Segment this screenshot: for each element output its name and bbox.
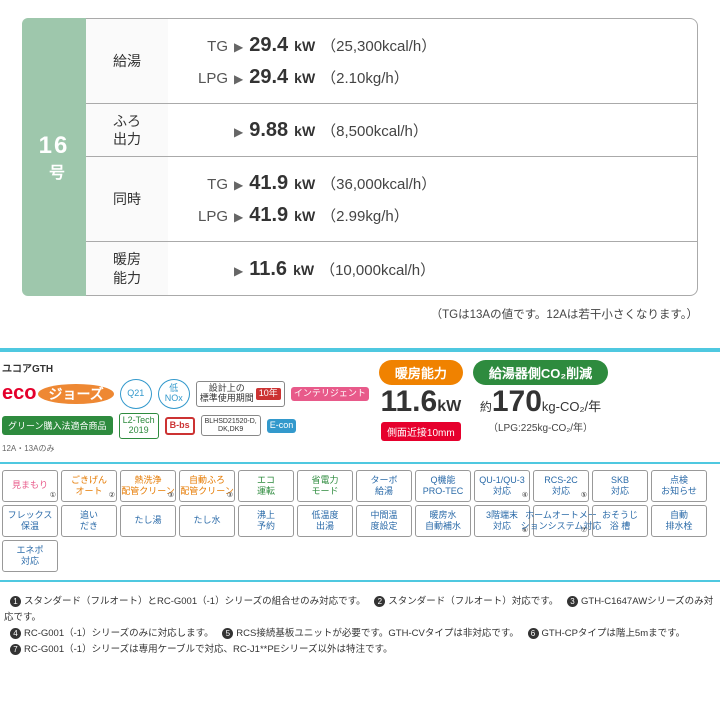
- footnote: （TGは13Aの値です。12Aは若干小さくなります。）: [22, 306, 698, 322]
- feature-badge: 省電力 モード: [297, 470, 353, 502]
- feature-badge: ごきげん オート②: [61, 470, 117, 502]
- spec-line: LPG▶41.9kW（2.99kg/h）: [182, 199, 683, 231]
- model-number: 16: [39, 132, 70, 160]
- feature-badge: 自動 排水栓: [651, 505, 707, 537]
- footnotes: 1スタンダード（フルオート）とRC-G001（-1）シリーズの組合せのみ対応です…: [0, 588, 720, 661]
- feature-grid: 見まもり①ごきげん オート②熱洗浄 配管クリーン③自動ふろ 配管クリーン③エコ …: [0, 470, 720, 572]
- year-badge: 設計上の 標準使用期間10年: [196, 381, 285, 407]
- spec-line: TG▶29.4kW（25,300kcal/h）: [182, 29, 683, 61]
- side-badge: 側面近接10mm: [381, 422, 461, 441]
- feature-badge: SKB 対応: [592, 470, 648, 502]
- feature-badge: Q機能 PRO-TEC: [415, 470, 471, 502]
- feature-badge: 見まもり①: [2, 470, 58, 502]
- intelligent-badge: インテリジェント: [291, 387, 369, 401]
- row-label: ふろ 出力: [86, 104, 168, 156]
- spec-line: ▶9.88kW（8,500kcal/h）: [182, 114, 683, 146]
- model-badge: 16 号: [22, 18, 86, 296]
- feature-badge: 追い だき: [61, 505, 117, 537]
- heating-stat: 暖房能力 11.6kW 側面近接10mm: [379, 360, 463, 441]
- feature-badge: たし水: [179, 505, 235, 537]
- feature-badge: たし湯: [120, 505, 176, 537]
- bbs-badge: B-bs: [165, 417, 195, 435]
- spec-line: TG▶41.9kW（36,000kcal/h）: [182, 167, 683, 199]
- feature-badge: 自動ふろ 配管クリーン③: [179, 470, 235, 502]
- co2-stat: 給湯器側CO₂削減 約170kg-CO₂/年 （LPG:225kg-CO₂/年）: [473, 360, 608, 434]
- feature-badge: 低温度 出湯: [297, 505, 353, 537]
- feature-badge: エコ 運転: [238, 470, 294, 502]
- logo-cluster: ユコアGTH ecoジョーズ Q21 低NOx 設計上の 標準使用期間10年 イ…: [2, 360, 369, 454]
- spec-line: LPG▶29.4kW（2.10kg/h）: [182, 61, 683, 93]
- feature-badge: フレックス 保温: [2, 505, 58, 537]
- divider: [0, 462, 720, 464]
- feature-badge: 暖房水 自動補水: [415, 505, 471, 537]
- feature-badge: RCS-2C 対応⑤: [533, 470, 589, 502]
- heating-value: 11.6: [380, 385, 437, 418]
- feature-badge: QU-1/QU-3 対応④: [474, 470, 530, 502]
- gas-note: 12A・13Aのみ: [2, 443, 369, 454]
- co2-pill: 給湯器側CO₂削減: [473, 360, 608, 385]
- brand: ユコアGTH: [2, 360, 369, 375]
- heating-pill: 暖房能力: [379, 360, 463, 385]
- q21-icon: Q21: [120, 379, 152, 409]
- feature-badge: 沸上 予約: [238, 505, 294, 537]
- row-label: 同時: [86, 157, 168, 241]
- co2-value: 170: [492, 385, 542, 418]
- bl-badge: BLHSD21520-D, DK,DK9: [201, 415, 261, 436]
- model-unit: 号: [42, 164, 66, 182]
- econ-badge: E-con: [267, 419, 297, 433]
- feature-badge: 点検 お知らせ: [651, 470, 707, 502]
- nox-icon: 低NOx: [158, 379, 190, 409]
- eco-logo: ecoジョーズ: [2, 382, 114, 405]
- row-label: 暖房 能力: [86, 242, 168, 294]
- co2-sub: （LPG:225kg-CO₂/年）: [473, 419, 608, 434]
- green-badge: グリーン購入法適合商品: [2, 416, 113, 435]
- spec-line: ▶11.6kW（10,000kcal/h）: [182, 253, 683, 285]
- spec-table: 給湯 TG▶29.4kW（25,300kcal/h）LPG▶29.4kW（2.10…: [86, 18, 698, 296]
- divider: [0, 348, 720, 352]
- row-label: 給湯: [86, 19, 168, 103]
- divider: [0, 580, 720, 582]
- feature-badge: 熱洗浄 配管クリーン③: [120, 470, 176, 502]
- l2tech-badge: L2-Tech 2019: [119, 413, 159, 439]
- feature-badge: 中間温 度設定: [356, 505, 412, 537]
- feature-badge: おそうじ 浴 槽: [592, 505, 648, 537]
- feature-badge: ターボ 給湯: [356, 470, 412, 502]
- feature-badge: ホームオートメー ションシステム対応⑦: [533, 505, 589, 537]
- feature-badge: エネポ 対応: [2, 540, 58, 572]
